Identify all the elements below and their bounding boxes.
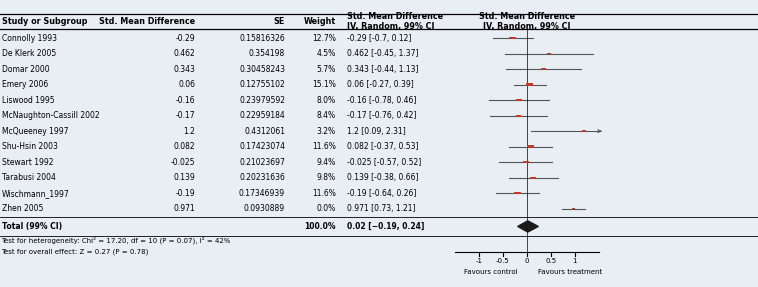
- Text: 0.17423074: 0.17423074: [239, 142, 285, 151]
- Text: 5.7%: 5.7%: [317, 65, 336, 74]
- Bar: [523, 161, 528, 163]
- Text: 0.139 [-0.38, 0.66]: 0.139 [-0.38, 0.66]: [347, 173, 418, 182]
- Text: 0.30458243: 0.30458243: [239, 65, 285, 74]
- Text: 11.6%: 11.6%: [312, 189, 336, 198]
- Bar: [516, 99, 522, 101]
- Text: Shu-Hsin 2003: Shu-Hsin 2003: [2, 142, 58, 151]
- Text: Emery 2006: Emery 2006: [2, 80, 48, 89]
- Text: Std. Mean Difference: Std. Mean Difference: [347, 12, 443, 21]
- Bar: [572, 208, 575, 209]
- Text: McQueeney 1997: McQueeney 1997: [2, 127, 68, 136]
- Text: Std. Mean Difference: Std. Mean Difference: [99, 17, 196, 26]
- Bar: [515, 192, 521, 194]
- Text: -0.025 [-0.57, 0.52]: -0.025 [-0.57, 0.52]: [347, 158, 421, 167]
- Text: 0.4312061: 0.4312061: [244, 127, 285, 136]
- Text: 0.15816326: 0.15816326: [240, 34, 285, 43]
- Text: Test for heterogeneity: Chi² = 17.20, df = 10 (P = 0.07), I² = 42%: Test for heterogeneity: Chi² = 17.20, df…: [2, 237, 231, 245]
- Text: McNaughton-Cassill 2002: McNaughton-Cassill 2002: [2, 111, 99, 120]
- Text: Liswood 1995: Liswood 1995: [2, 96, 54, 105]
- Text: Stewart 1992: Stewart 1992: [2, 158, 53, 167]
- Text: Std. Mean Difference: Std. Mean Difference: [479, 12, 575, 21]
- Text: -0.19 [-0.64, 0.26]: -0.19 [-0.64, 0.26]: [347, 189, 417, 198]
- Text: 0.462: 0.462: [174, 49, 196, 58]
- Text: 0.20231636: 0.20231636: [239, 173, 285, 182]
- Text: 15.1%: 15.1%: [312, 80, 336, 89]
- Text: -0.16 [-0.78, 0.46]: -0.16 [-0.78, 0.46]: [347, 96, 417, 105]
- Text: 0.139: 0.139: [174, 173, 196, 182]
- Text: Domar 2000: Domar 2000: [2, 65, 49, 74]
- Bar: [547, 53, 551, 55]
- Text: Total (99% CI): Total (99% CI): [2, 222, 61, 231]
- Text: Tarabusi 2004: Tarabusi 2004: [2, 173, 55, 182]
- Text: 8.4%: 8.4%: [317, 111, 336, 120]
- Text: Zhen 2005: Zhen 2005: [2, 204, 43, 213]
- Text: Wischmann_1997: Wischmann_1997: [2, 189, 69, 198]
- Text: 8.0%: 8.0%: [317, 96, 336, 105]
- Text: Favours control: Favours control: [464, 269, 518, 275]
- Text: 12.7%: 12.7%: [312, 34, 336, 43]
- Polygon shape: [518, 221, 538, 232]
- Text: 1.2: 1.2: [183, 127, 196, 136]
- Text: 0.082: 0.082: [174, 142, 196, 151]
- Text: 1.2 [0.09, 2.31]: 1.2 [0.09, 2.31]: [347, 127, 406, 136]
- Text: 0.22959184: 0.22959184: [240, 111, 285, 120]
- Text: 0.971 [0.73, 1.21]: 0.971 [0.73, 1.21]: [347, 204, 415, 213]
- Text: IV, Random, 99% CI: IV, Random, 99% CI: [483, 22, 571, 31]
- Text: Favours treatment: Favours treatment: [538, 269, 603, 275]
- Text: 0.02 [−0.19, 0.24]: 0.02 [−0.19, 0.24]: [347, 222, 424, 231]
- Bar: [528, 146, 534, 148]
- Text: 11.6%: 11.6%: [312, 142, 336, 151]
- Bar: [516, 115, 522, 117]
- Text: -0.29 [-0.7, 0.12]: -0.29 [-0.7, 0.12]: [347, 34, 412, 43]
- Text: 0.462 [-0.45, 1.37]: 0.462 [-0.45, 1.37]: [347, 49, 418, 58]
- Text: 0.0930889: 0.0930889: [244, 204, 285, 213]
- Text: 9.4%: 9.4%: [317, 158, 336, 167]
- Text: Study or Subgroup: Study or Subgroup: [2, 17, 87, 26]
- Text: 100.0%: 100.0%: [304, 222, 336, 231]
- Text: Connolly 1993: Connolly 1993: [2, 34, 57, 43]
- Text: 0.17346939: 0.17346939: [239, 189, 285, 198]
- Text: Weight: Weight: [304, 17, 336, 26]
- Text: 0.06 [-0.27, 0.39]: 0.06 [-0.27, 0.39]: [347, 80, 414, 89]
- Text: 0.5: 0.5: [545, 258, 556, 264]
- Text: 0.971: 0.971: [174, 204, 196, 213]
- Text: 0.343: 0.343: [174, 65, 196, 74]
- Text: -0.16: -0.16: [176, 96, 196, 105]
- Text: 0.343 [-0.44, 1.13]: 0.343 [-0.44, 1.13]: [347, 65, 418, 74]
- Text: -0.17 [-0.76, 0.42]: -0.17 [-0.76, 0.42]: [347, 111, 417, 120]
- Text: 0.23979592: 0.23979592: [239, 96, 285, 105]
- Text: -0.025: -0.025: [171, 158, 196, 167]
- Text: 0.12755102: 0.12755102: [240, 80, 285, 89]
- Text: 0.0%: 0.0%: [317, 204, 336, 213]
- Text: IV, Random, 99% CI: IV, Random, 99% CI: [347, 22, 434, 31]
- Text: -0.17: -0.17: [176, 111, 196, 120]
- Bar: [526, 83, 534, 86]
- Text: 3.2%: 3.2%: [317, 127, 336, 136]
- Text: 0.21023697: 0.21023697: [239, 158, 285, 167]
- Text: De Klerk 2005: De Klerk 2005: [2, 49, 56, 58]
- Text: 1: 1: [572, 258, 577, 264]
- Text: 0.354198: 0.354198: [249, 49, 285, 58]
- Bar: [541, 68, 546, 70]
- Bar: [582, 130, 587, 132]
- Text: SE: SE: [274, 17, 285, 26]
- Text: Test for overall effect: Z = 0.27 (P = 0.78): Test for overall effect: Z = 0.27 (P = 0…: [2, 249, 149, 255]
- Text: -1: -1: [475, 258, 482, 264]
- Text: 0: 0: [525, 258, 529, 264]
- Text: 9.8%: 9.8%: [317, 173, 336, 182]
- Text: 4.5%: 4.5%: [317, 49, 336, 58]
- Bar: [531, 177, 537, 179]
- Text: 0.082 [-0.37, 0.53]: 0.082 [-0.37, 0.53]: [347, 142, 418, 151]
- Bar: [509, 37, 516, 39]
- Text: 0.06: 0.06: [179, 80, 196, 89]
- Text: -0.5: -0.5: [496, 258, 509, 264]
- Text: -0.19: -0.19: [176, 189, 196, 198]
- Text: -0.29: -0.29: [176, 34, 196, 43]
